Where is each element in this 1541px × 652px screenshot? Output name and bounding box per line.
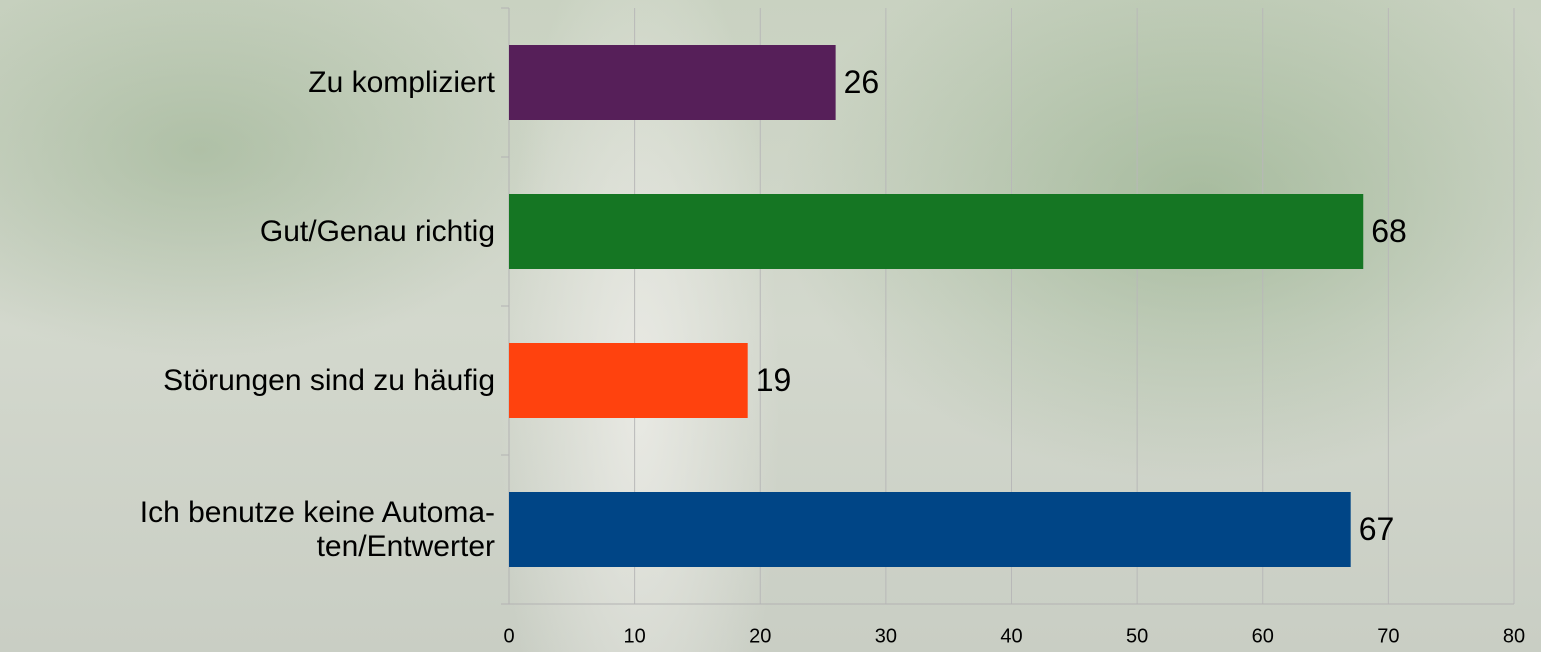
y-tick-label: Zu kompliziert: [0, 66, 495, 100]
y-tick-label: Störungen sind zu häufig: [0, 364, 495, 398]
bar: [509, 343, 748, 418]
y-tick-label: Gut/Genau richtig: [0, 215, 495, 249]
value-label: 19: [756, 362, 792, 398]
x-tick-label: 50: [1126, 625, 1148, 647]
x-tick-label: 70: [1377, 625, 1399, 647]
x-tick-label: 0: [503, 625, 514, 647]
value-label: 68: [1371, 213, 1407, 249]
value-label: 67: [1359, 511, 1395, 547]
page: 0 10 20 30 40 50 60 70 80 26 68 19 67 Zu kompliziert…: [0, 0, 1541, 652]
x-tick-label: 40: [1000, 625, 1022, 647]
bar: [509, 194, 1363, 269]
x-tick-label: 60: [1252, 625, 1274, 647]
x-tick-label: 10: [624, 625, 646, 647]
x-tick-label: 80: [1503, 625, 1525, 647]
y-tick-label: Ich benutze keine Automa- ten/Entwerter: [0, 496, 495, 564]
value-label: 26: [844, 64, 880, 100]
x-tick-label: 30: [875, 625, 897, 647]
bar: [509, 45, 836, 120]
bar: [509, 492, 1351, 567]
x-tick-label: 20: [749, 625, 771, 647]
